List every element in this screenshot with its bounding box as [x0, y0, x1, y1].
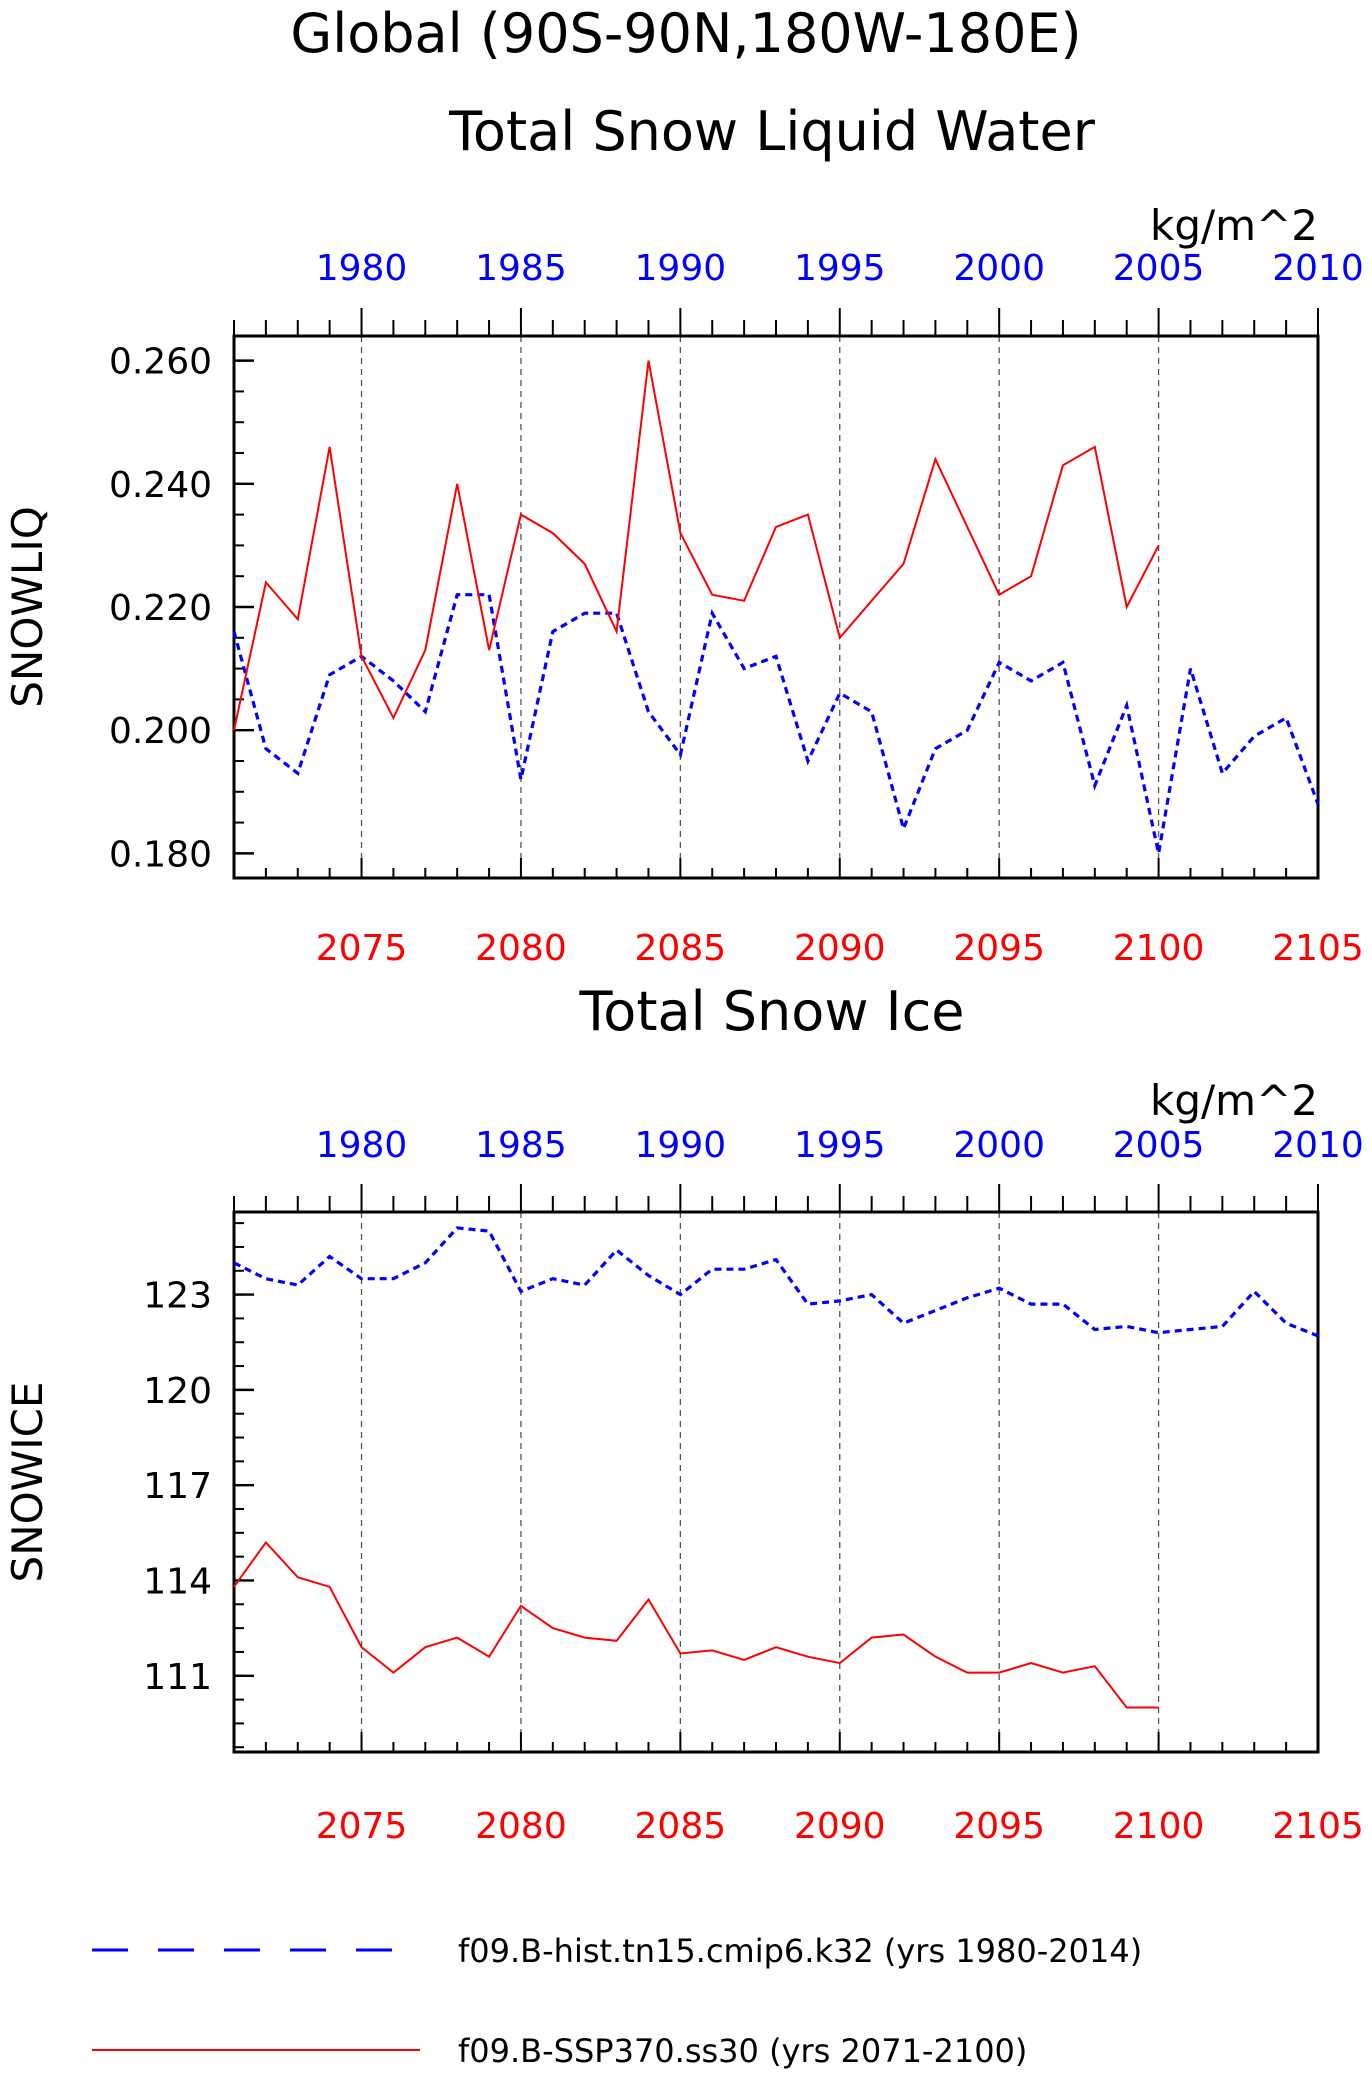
- legend-label-hist: f09.B-hist.tn15.cmip6.k32 (yrs 1980-2014…: [458, 1932, 1142, 1970]
- x-bottom-tick-label: 2100: [1113, 928, 1205, 969]
- y-axis-label: SNOWICE: [3, 1382, 52, 1583]
- legend: f09.B-hist.tn15.cmip6.k32 (yrs 1980-2014…: [92, 1932, 1142, 2070]
- y-tick-label: 114: [143, 1561, 212, 1602]
- x-bottom-tick-label: 2100: [1113, 1806, 1205, 1847]
- y-tick-label: 117: [143, 1466, 212, 1507]
- series-line-hist: [233, 1226, 1319, 1338]
- snowice-chart: Total Snow Ice kg/m^2 111 114 117 120 123 2075 2…: [3, 980, 1364, 1847]
- x-top-tick-label: 1990: [635, 248, 727, 289]
- x-top-tick-label: 2005: [1113, 248, 1205, 289]
- x-bottom-tick-label: 2095: [953, 928, 1045, 969]
- x-bottom-tick-label: 2080: [475, 1806, 567, 1847]
- series-line-hist: [232, 593, 1320, 854]
- x-top-tick-label: 1995: [794, 1125, 886, 1166]
- x-top-tick-label: 2000: [953, 1125, 1045, 1166]
- x-top-tick-label: 1980: [316, 1125, 408, 1166]
- x-top-tick-label: 2000: [953, 248, 1045, 289]
- x-top-tick-label: 1985: [475, 248, 567, 289]
- x-bottom-tick-label: 2105: [1272, 1806, 1364, 1847]
- series-line-ssp: [233, 360, 1160, 731]
- snowliq-chart: Total Snow Liquid Water kg/m^2 0.180 0.200 0…: [3, 100, 1364, 969]
- series-line-ssp: [233, 1540, 1159, 1709]
- y-tick-label: 123: [143, 1276, 212, 1317]
- x-top-tick-label: 2010: [1272, 248, 1364, 289]
- y-tick-label: 111: [143, 1657, 212, 1698]
- y-tick-label: 0.220: [109, 588, 212, 629]
- y-axis-label: SNOWLIQ: [3, 506, 52, 708]
- x-bottom-tick-label: 2075: [316, 1806, 408, 1847]
- x-bottom-tick-label: 2105: [1272, 928, 1364, 969]
- units-label: kg/m^2: [1150, 1076, 1318, 1125]
- x-top-tick-label: 1985: [475, 1125, 567, 1166]
- units-label: kg/m^2: [1150, 201, 1318, 250]
- y-tick-label: 0.180: [109, 834, 212, 875]
- x-bottom-tick-label: 2085: [635, 928, 727, 969]
- x-bottom-tick-label: 2095: [953, 1806, 1045, 1847]
- x-bottom-tick-label: 2090: [794, 928, 886, 969]
- x-bottom-tick-label: 2080: [475, 928, 567, 969]
- chart-title: Total Snow Ice: [579, 980, 965, 1043]
- x-top-tick-label: 1990: [635, 1125, 727, 1166]
- y-tick-label: 0.200: [109, 711, 212, 752]
- y-tick-label: 120: [143, 1371, 212, 1412]
- plot-frame: [232, 1210, 1320, 1754]
- x-bottom-tick-label: 2085: [635, 1806, 727, 1847]
- plot-frame: [232, 334, 1320, 880]
- x-top-tick-label: 1980: [316, 248, 408, 289]
- x-bottom-tick-label: 2090: [794, 1806, 886, 1847]
- y-tick-label: 0.260: [109, 342, 212, 383]
- x-top-tick-label: 2005: [1113, 1125, 1205, 1166]
- y-tick-label: 0.240: [109, 465, 212, 506]
- x-bottom-tick-label: 2075: [316, 928, 408, 969]
- legend-label-ssp: f09.B-SSP370.ss30 (yrs 2071-2100): [458, 2032, 1027, 2070]
- x-top-tick-label: 1995: [794, 248, 886, 289]
- chart-title: Total Snow Liquid Water: [448, 100, 1096, 163]
- x-top-tick-label: 2010: [1272, 1125, 1364, 1166]
- figure-title: Global (90S-90N,180W-180E): [290, 2, 1081, 65]
